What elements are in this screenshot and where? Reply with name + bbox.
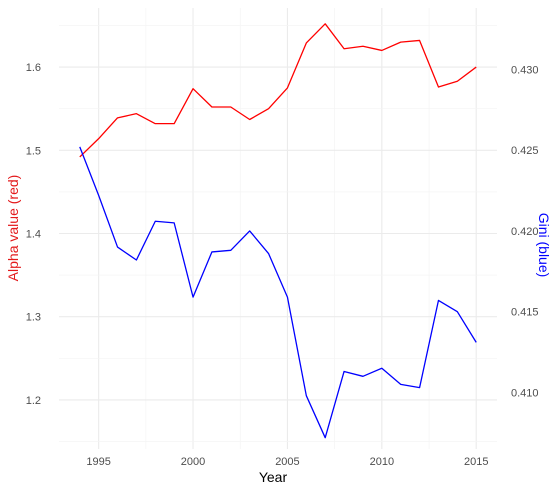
right-y-tick-label: 0.430 — [511, 64, 539, 76]
x-tick-label: 2005 — [275, 456, 299, 468]
right-y-tick-label: 0.420 — [511, 226, 539, 238]
left-y-tick-label: 1.2 — [26, 395, 41, 407]
tick-labels: 1995 2000 2005 2010 2015 1.2 1.3 1.4 1.5 1.6 0.410… — [26, 62, 539, 468]
x-tick-label: 1995 — [86, 456, 110, 468]
grid-lines — [59, 8, 497, 449]
right-y-tick-label: 0.410 — [511, 387, 539, 399]
left-y-tick-label: 1.5 — [26, 145, 41, 157]
gini-line — [79, 146, 477, 439]
plot-panel — [59, 8, 497, 449]
x-axis-title: Year — [259, 469, 288, 485]
series-lines — [79, 23, 477, 439]
alpha-line — [79, 23, 477, 158]
left-y-tick-label: 1.3 — [26, 312, 41, 324]
left-y-tick-label: 1.4 — [26, 228, 41, 240]
x-tick-label: 2010 — [370, 456, 394, 468]
right-y-tick-label: 0.415 — [511, 307, 539, 319]
left-y-tick-label: 1.6 — [26, 62, 41, 74]
x-tick-label: 2015 — [464, 456, 488, 468]
left-y-axis-title: Alpha value (red) — [5, 175, 21, 282]
x-tick-label: 2000 — [181, 456, 205, 468]
right-y-axis-title: Gini (blue) — [536, 213, 552, 278]
right-y-tick-label: 0.425 — [511, 145, 539, 157]
